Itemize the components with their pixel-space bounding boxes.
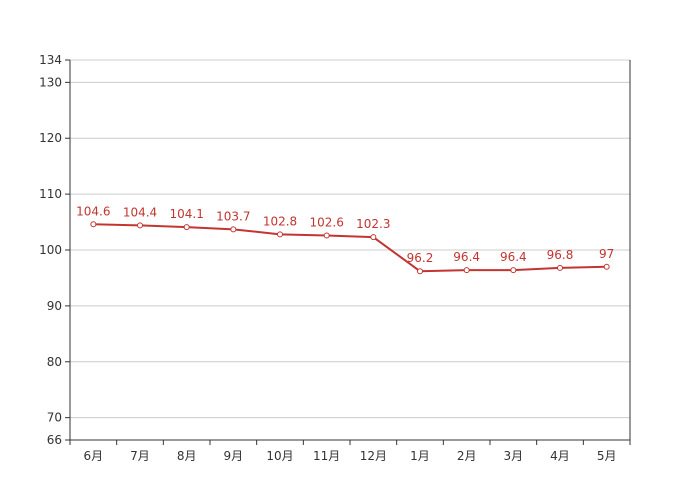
x-tick-label: 8月 [177,449,197,463]
data-point [183,224,190,231]
series-line [93,223,607,273]
x-tick-label: 10月 [266,449,293,463]
x-tick-label: 5月 [597,449,617,463]
data-label: 104.1 [169,207,203,221]
x-axis: 6月 7月 8月 9月 10月 11月 12月 1月 2月 3月 4月 5月 [69,439,631,463]
data-point [417,268,423,275]
data-point [90,221,97,228]
series-group [90,221,610,275]
grid-lines [70,59,630,419]
data-label: 102.3 [356,217,390,231]
data-point [370,234,377,241]
x-tick-label: 12月 [360,449,387,463]
x-tick-label: 3月 [504,449,524,463]
data-label: 97 [599,247,614,261]
data-point [277,231,283,238]
data-point [323,232,330,239]
y-tick-label: 100 [39,243,62,257]
data-point [557,264,563,271]
data-point [463,267,470,274]
y-tick-label: 120 [39,131,62,145]
x-tick-label: 4月 [550,449,570,463]
data-label: 96.8 [547,248,574,262]
data-label: 96.2 [407,251,434,265]
x-tick-label: 6月 [84,449,104,463]
x-tick-label: 1月 [410,449,430,463]
data-label: 102.6 [309,215,343,229]
x-tick-label: 2月 [457,449,477,463]
y-tick-label: 130 [39,75,62,89]
data-labels: 104.6 104.4 104.1 103.7 102.8 102.6 102.3 96.2 9… [76,204,614,265]
y-tick-label: 110 [39,187,62,201]
data-point [603,263,610,270]
y-tick-label: 66 [47,433,62,447]
x-tick-label: 9月 [224,449,244,463]
data-label: 104.4 [123,205,157,219]
data-label: 102.8 [263,214,297,228]
data-point [230,226,237,233]
y-tick-label: 80 [47,355,62,369]
y-axis: 66 70 80 90 100 110 120 130 134 [39,53,631,447]
y-tick-label: 90 [47,299,62,313]
y-tick-label: 70 [47,411,62,425]
y-tick-label: 134 [39,53,62,67]
data-point [137,222,143,229]
data-point [510,267,517,274]
x-tick-label: 7月 [130,449,150,463]
data-label: 96.4 [500,250,527,264]
data-label: 96.4 [453,250,480,264]
data-label: 103.7 [216,209,250,223]
x-tick-label: 11月 [313,449,340,463]
data-label: 104.6 [76,204,110,218]
